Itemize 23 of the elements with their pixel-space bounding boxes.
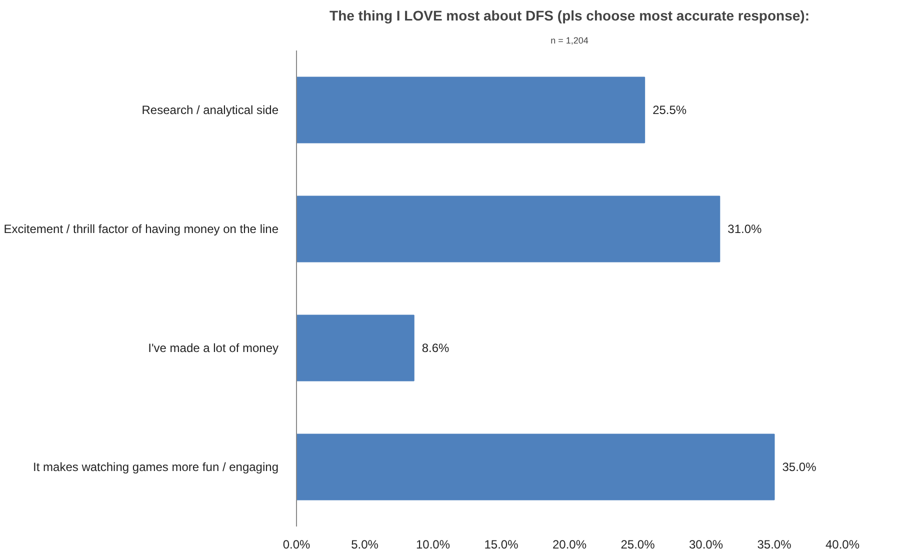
chart-subtitle: n = 1,204 bbox=[550, 36, 588, 46]
bar bbox=[296, 76, 646, 144]
chart-title: The thing I LOVE most about DFS (pls choose most accurate response): bbox=[330, 8, 810, 24]
x-tick-label: 0.0% bbox=[282, 538, 311, 552]
x-tick-label: 5.0% bbox=[351, 538, 379, 552]
data-label: 8.6% bbox=[422, 341, 450, 355]
x-tick-label: 15.0% bbox=[484, 538, 519, 552]
x-tick-label: 20.0% bbox=[552, 538, 587, 552]
y-tick-label: Research / analytical side bbox=[142, 103, 279, 117]
x-tick-label: 30.0% bbox=[688, 538, 724, 552]
x-tick-label: 35.0% bbox=[757, 538, 792, 552]
data-label: 31.0% bbox=[728, 222, 762, 236]
x-tick-label: 10.0% bbox=[416, 538, 450, 552]
y-tick-label: Excitement / thrill factor of having money on the line bbox=[4, 222, 279, 236]
bar bbox=[296, 314, 414, 382]
bar bbox=[296, 434, 775, 500]
bar bbox=[296, 196, 720, 262]
data-label: 25.5% bbox=[652, 103, 687, 117]
x-tick-label: 25.0% bbox=[620, 538, 656, 552]
y-tick-label: It makes watching games more fun / engaging bbox=[33, 460, 278, 474]
y-tick-label: I've made a lot of money bbox=[148, 341, 278, 355]
data-label: 35.0% bbox=[782, 460, 817, 474]
x-tick-label: 40.0% bbox=[825, 538, 860, 552]
